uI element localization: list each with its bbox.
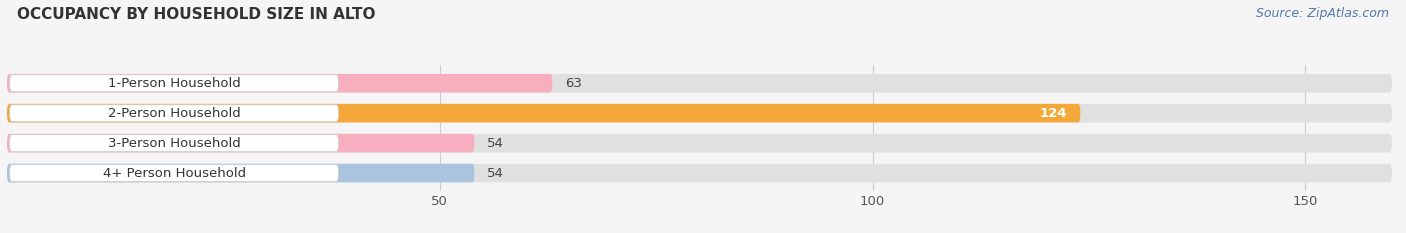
FancyBboxPatch shape	[10, 165, 339, 182]
Text: 1-Person Household: 1-Person Household	[108, 77, 240, 90]
Text: 54: 54	[488, 167, 505, 180]
Text: OCCUPANCY BY HOUSEHOLD SIZE IN ALTO: OCCUPANCY BY HOUSEHOLD SIZE IN ALTO	[17, 7, 375, 22]
FancyBboxPatch shape	[7, 164, 1392, 182]
Text: 63: 63	[565, 77, 582, 90]
Text: 2-Person Household: 2-Person Household	[108, 107, 240, 120]
Text: 4+ Person Household: 4+ Person Household	[103, 167, 246, 180]
Text: Source: ZipAtlas.com: Source: ZipAtlas.com	[1256, 7, 1389, 20]
FancyBboxPatch shape	[10, 135, 339, 151]
FancyBboxPatch shape	[10, 75, 339, 92]
FancyBboxPatch shape	[7, 104, 1080, 123]
Text: 3-Person Household: 3-Person Household	[108, 137, 240, 150]
Text: 124: 124	[1040, 107, 1067, 120]
FancyBboxPatch shape	[10, 105, 339, 122]
FancyBboxPatch shape	[7, 74, 1392, 93]
FancyBboxPatch shape	[7, 134, 474, 152]
FancyBboxPatch shape	[7, 74, 553, 93]
FancyBboxPatch shape	[7, 134, 1392, 152]
FancyBboxPatch shape	[7, 104, 1392, 123]
FancyBboxPatch shape	[7, 164, 474, 182]
Text: 54: 54	[488, 137, 505, 150]
